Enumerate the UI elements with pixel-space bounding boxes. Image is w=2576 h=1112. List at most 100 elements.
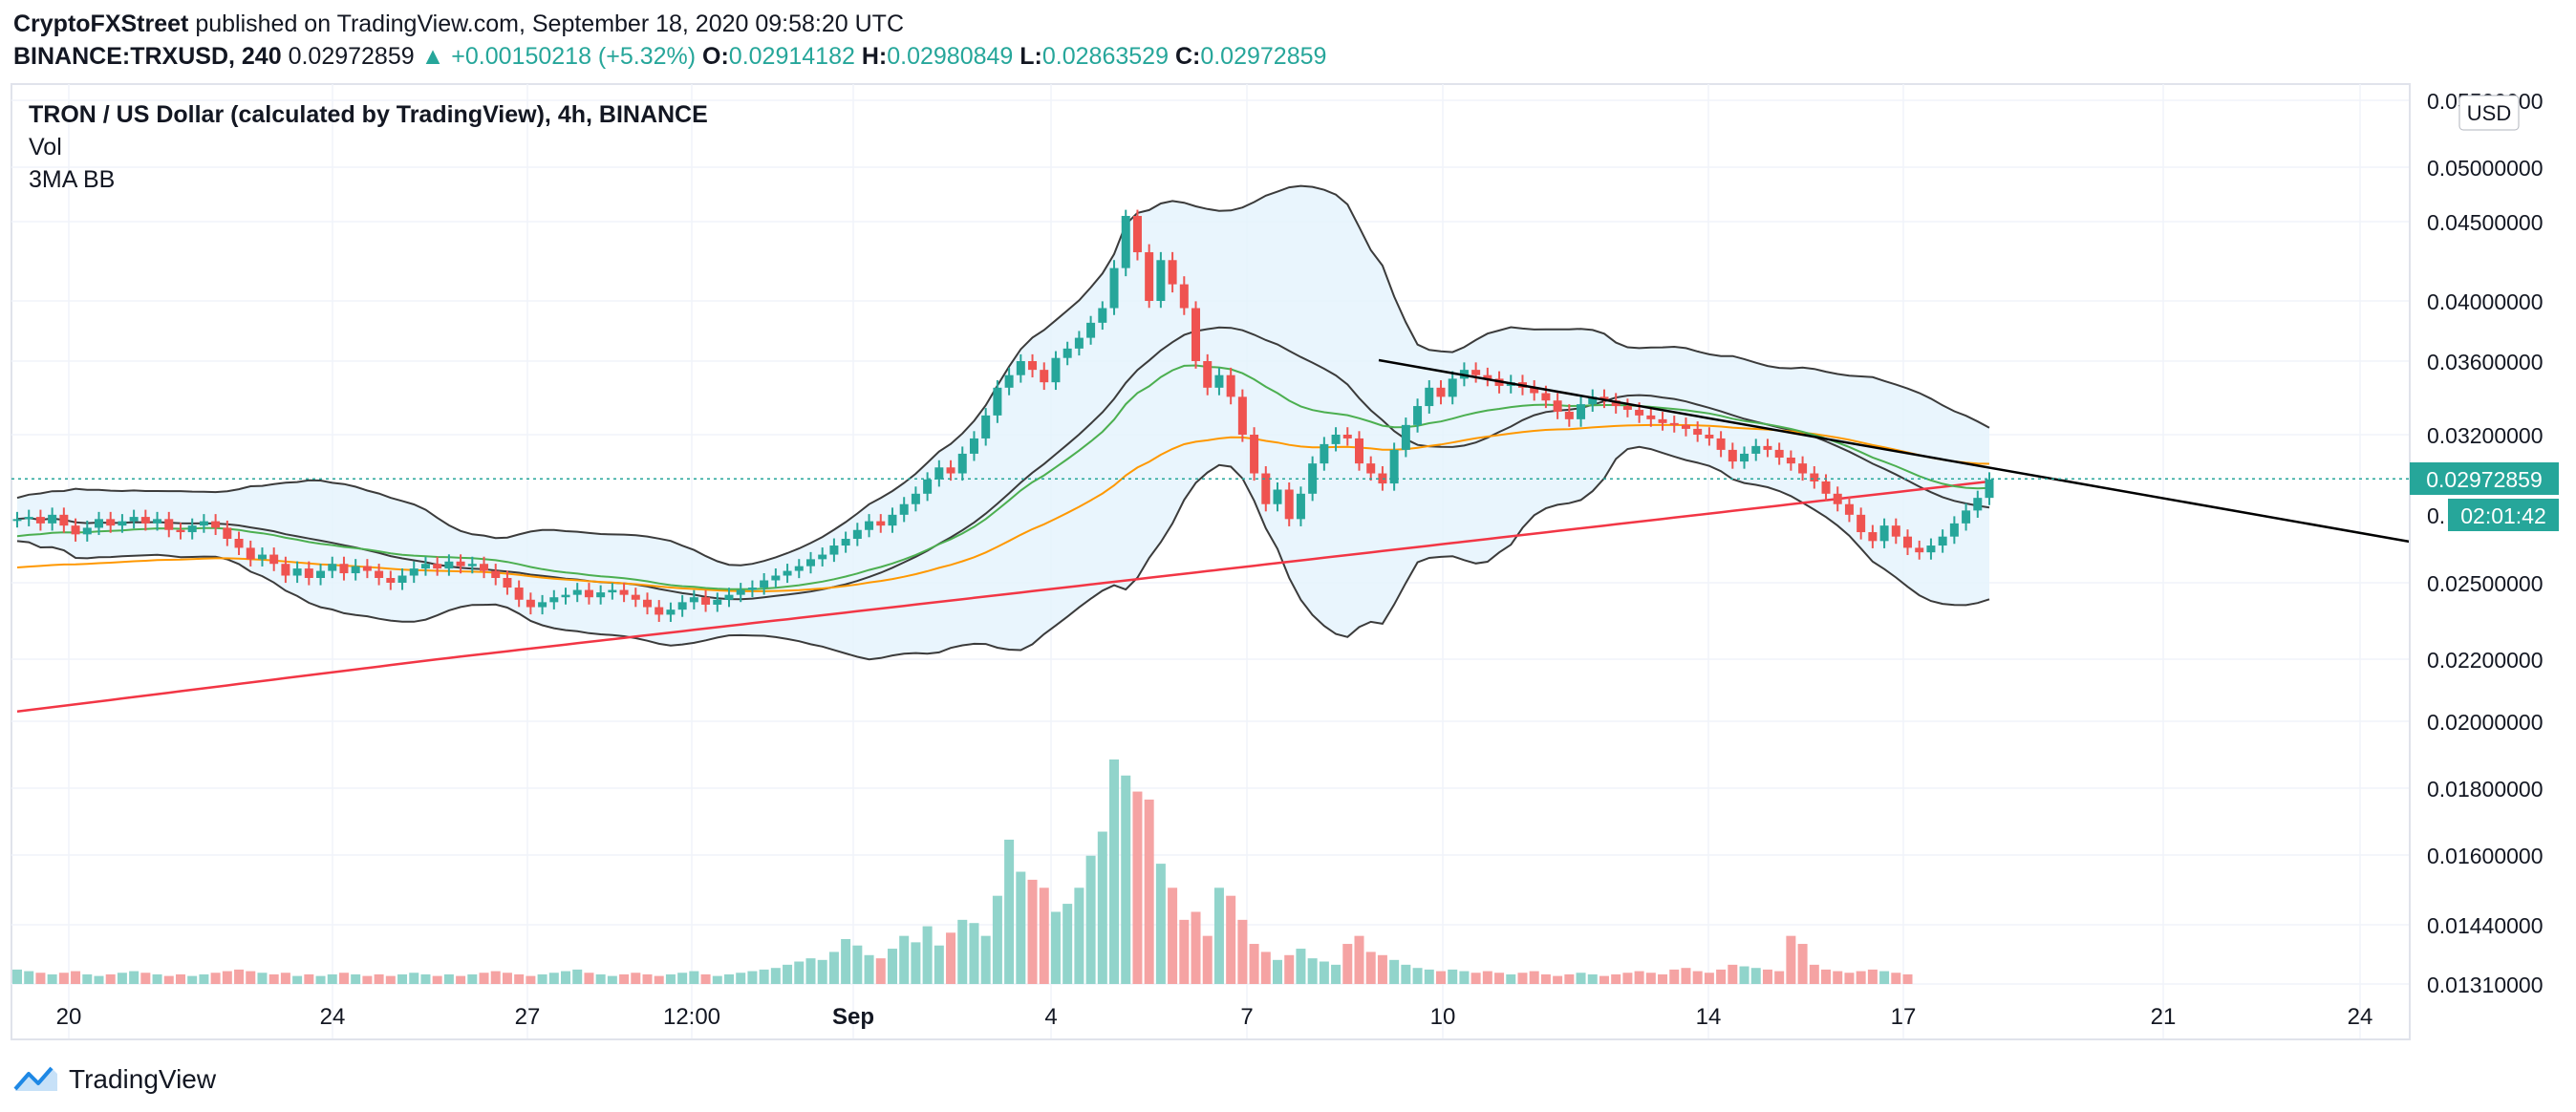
volume-bar [841, 939, 851, 984]
volume-bar [268, 973, 279, 984]
volume-bar [1435, 971, 1446, 984]
volume-bar [351, 973, 361, 984]
candle-body [1109, 267, 1119, 309]
price-axis[interactable]: 0.055000000.050000000.045000000.04000000… [2409, 84, 2544, 1039]
volume-bar [502, 973, 512, 984]
candle-body [1273, 489, 1282, 504]
volume-bar [1109, 759, 1120, 984]
volume-bar [175, 973, 185, 984]
volume-bar [1074, 887, 1084, 984]
volume-bar [246, 971, 256, 984]
price-tick-label: 0.02000000 [2427, 710, 2544, 735]
volume-bar [1611, 973, 1621, 984]
candle-body [619, 589, 629, 595]
volume-bars [12, 759, 1913, 984]
volume-bar [1179, 919, 1190, 984]
descending-trendline[interactable] [1378, 358, 2411, 544]
volume-bar [58, 973, 69, 984]
volume-bar [456, 975, 466, 984]
volume-bar [828, 952, 839, 984]
volume-bar [1448, 969, 1458, 984]
volume-bar [783, 964, 793, 984]
candle-body [24, 517, 33, 520]
tradingview-brand[interactable]: TradingView [69, 1064, 217, 1094]
candle-body [852, 529, 862, 540]
time-axis[interactable]: 20 24 27 12:00 Sep 4 7 10 14 17 21 24 [11, 1004, 2410, 1040]
candle-body [572, 589, 582, 595]
candle-body [643, 599, 653, 608]
candle-body [1179, 284, 1189, 309]
candle-body [1985, 479, 1994, 499]
candle-body [1191, 308, 1201, 361]
candle-body [923, 479, 933, 494]
price-tick-label: 0.01600000 [2427, 844, 2544, 868]
candle-body [1903, 536, 1913, 548]
author-name[interactable]: CryptoFXStreet [13, 11, 189, 37]
candle-body [257, 554, 267, 560]
volume-bar [163, 975, 174, 984]
volume-bar [1797, 944, 1808, 984]
price-tick-label: 0.02200000 [2427, 648, 2544, 673]
time-tick-label: 12:00 [663, 1004, 720, 1030]
candle-body [1646, 415, 1656, 419]
current-price-tag [2410, 462, 2559, 495]
volume-bar [723, 973, 734, 984]
volume-bar [490, 971, 501, 984]
candle-body [1401, 424, 1410, 450]
current-price-label: 0.02972859 [2426, 467, 2543, 492]
candle-body [1296, 493, 1305, 520]
volume-bar [864, 954, 874, 984]
close-label: C: [1174, 43, 1201, 70]
candle-body [456, 561, 465, 567]
volume-bar [548, 973, 559, 984]
volume-bar [1307, 958, 1318, 984]
volume-bar [875, 958, 886, 984]
volume-bar [957, 919, 968, 984]
volume-bar [420, 973, 431, 984]
time-tick-label: 10 [1430, 1004, 1456, 1030]
candle-body [631, 594, 640, 600]
candle-body [1857, 514, 1866, 533]
price-tick-label: 0.04000000 [2427, 289, 2544, 314]
candle-body [1121, 216, 1130, 268]
footer: TradingView [13, 1060, 216, 1099]
volume-bar [712, 975, 722, 984]
volume-bar [1039, 887, 1049, 984]
candle-body [561, 594, 570, 598]
candle-body [1098, 308, 1107, 323]
volume-bar [736, 973, 746, 984]
volume-bar [631, 973, 641, 984]
volume-bar [1202, 935, 1213, 984]
volume-bar [1517, 973, 1528, 984]
candle-body [1879, 525, 1889, 542]
moving-average-red [16, 480, 1990, 714]
volume-bar [385, 975, 396, 984]
publish-line: CryptoFXStreet published on TradingView.… [13, 8, 2555, 40]
price-tick-label: 0.01800000 [2427, 777, 2544, 802]
volume-bar [1168, 887, 1178, 984]
volume-bar [1482, 971, 1492, 984]
volume-bar [94, 975, 104, 984]
volume-bar [1424, 969, 1434, 984]
candle-body [608, 589, 617, 593]
tradingview-logo-icon [13, 1066, 57, 1091]
candle-body [211, 521, 221, 528]
price-tick-label: 0.01310000 [2427, 973, 2544, 997]
volume-bar [642, 973, 653, 984]
volume-bar [409, 973, 419, 984]
currency-badge[interactable] [2458, 95, 2520, 131]
candle-body [689, 597, 698, 603]
candle-body [1040, 370, 1049, 383]
volume-bar [105, 973, 116, 984]
volume-bar [1085, 855, 1096, 984]
candle-body [1716, 438, 1726, 450]
volume-bar [899, 935, 910, 984]
candle-body [304, 568, 313, 578]
candle-body [444, 561, 454, 569]
candle-body [71, 525, 80, 535]
candle-body [1868, 532, 1878, 542]
candle-body [805, 559, 815, 567]
candle-body [1962, 510, 1971, 524]
candle-body [316, 570, 326, 578]
